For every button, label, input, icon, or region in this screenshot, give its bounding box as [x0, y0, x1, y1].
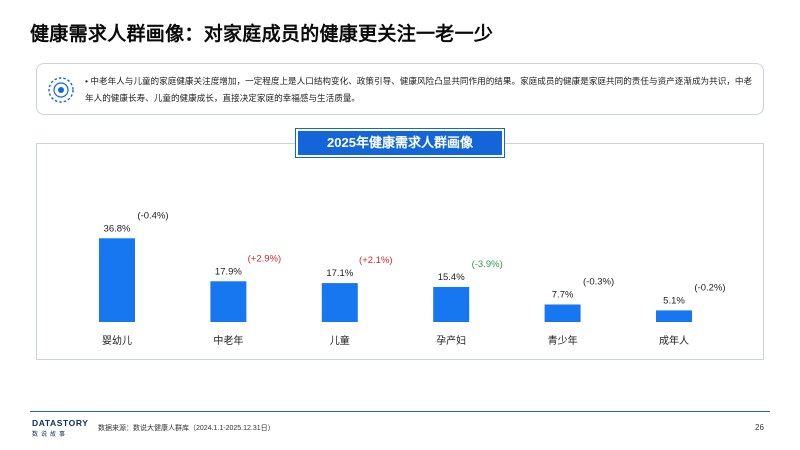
- bar-0: [99, 238, 135, 322]
- bar-5: [656, 310, 692, 322]
- change-label: (-0.2%): [694, 282, 725, 293]
- value-label: 15.4%: [438, 272, 465, 283]
- page-number: 26: [755, 423, 764, 432]
- value-label: 17.1%: [326, 268, 353, 279]
- target-icon: [48, 77, 74, 103]
- change-label: (-0.4%): [137, 210, 168, 221]
- category-label: 儿童: [330, 334, 350, 347]
- value-label: 5.1%: [663, 295, 685, 306]
- change-label: (-3.9%): [472, 259, 503, 270]
- summary-note: • 中老年人与儿童的家庭健康关注度增加，一定程度上是人口结构变化、政策引导、健康…: [36, 63, 764, 115]
- logo-subtitle: 数说故事: [32, 432, 69, 438]
- page-title: 健康需求人群画像：对家庭成员的健康更关注一老一少: [30, 24, 494, 45]
- category-label: 中老年: [213, 334, 243, 347]
- bar-2: [321, 283, 358, 322]
- brand-logo: DATASTORY 数说故事: [32, 418, 89, 438]
- data-source: 数据来源：数说大健康人群库（2024.1.1-2025.12.31日）: [98, 425, 275, 432]
- change-label: (+2.9%): [248, 253, 282, 264]
- category-label: 青少年: [548, 334, 578, 347]
- change-label: (+2.1%): [359, 255, 393, 266]
- value-label: 7.7%: [552, 289, 574, 300]
- change-label: (-0.3%): [583, 276, 614, 287]
- category-label: 婴幼儿: [102, 334, 132, 347]
- value-label: 36.8%: [104, 223, 131, 234]
- chart-frame: [36, 143, 764, 360]
- category-label: 成年人: [659, 334, 689, 347]
- chart-title: 2025年健康需求人群画像: [296, 129, 504, 157]
- bar-4: [544, 304, 581, 322]
- logo-wordmark: DATASTORY: [32, 418, 89, 428]
- summary-text: • 中老年人与儿童的家庭健康关注度增加，一定程度上是人口结构变化、政策引导、健康…: [85, 76, 753, 103]
- value-label: 17.9%: [215, 266, 242, 277]
- bar-1: [210, 281, 247, 322]
- footer-divider: [30, 411, 770, 412]
- bar-3: [433, 286, 470, 322]
- category-label: 孕产妇: [436, 334, 466, 347]
